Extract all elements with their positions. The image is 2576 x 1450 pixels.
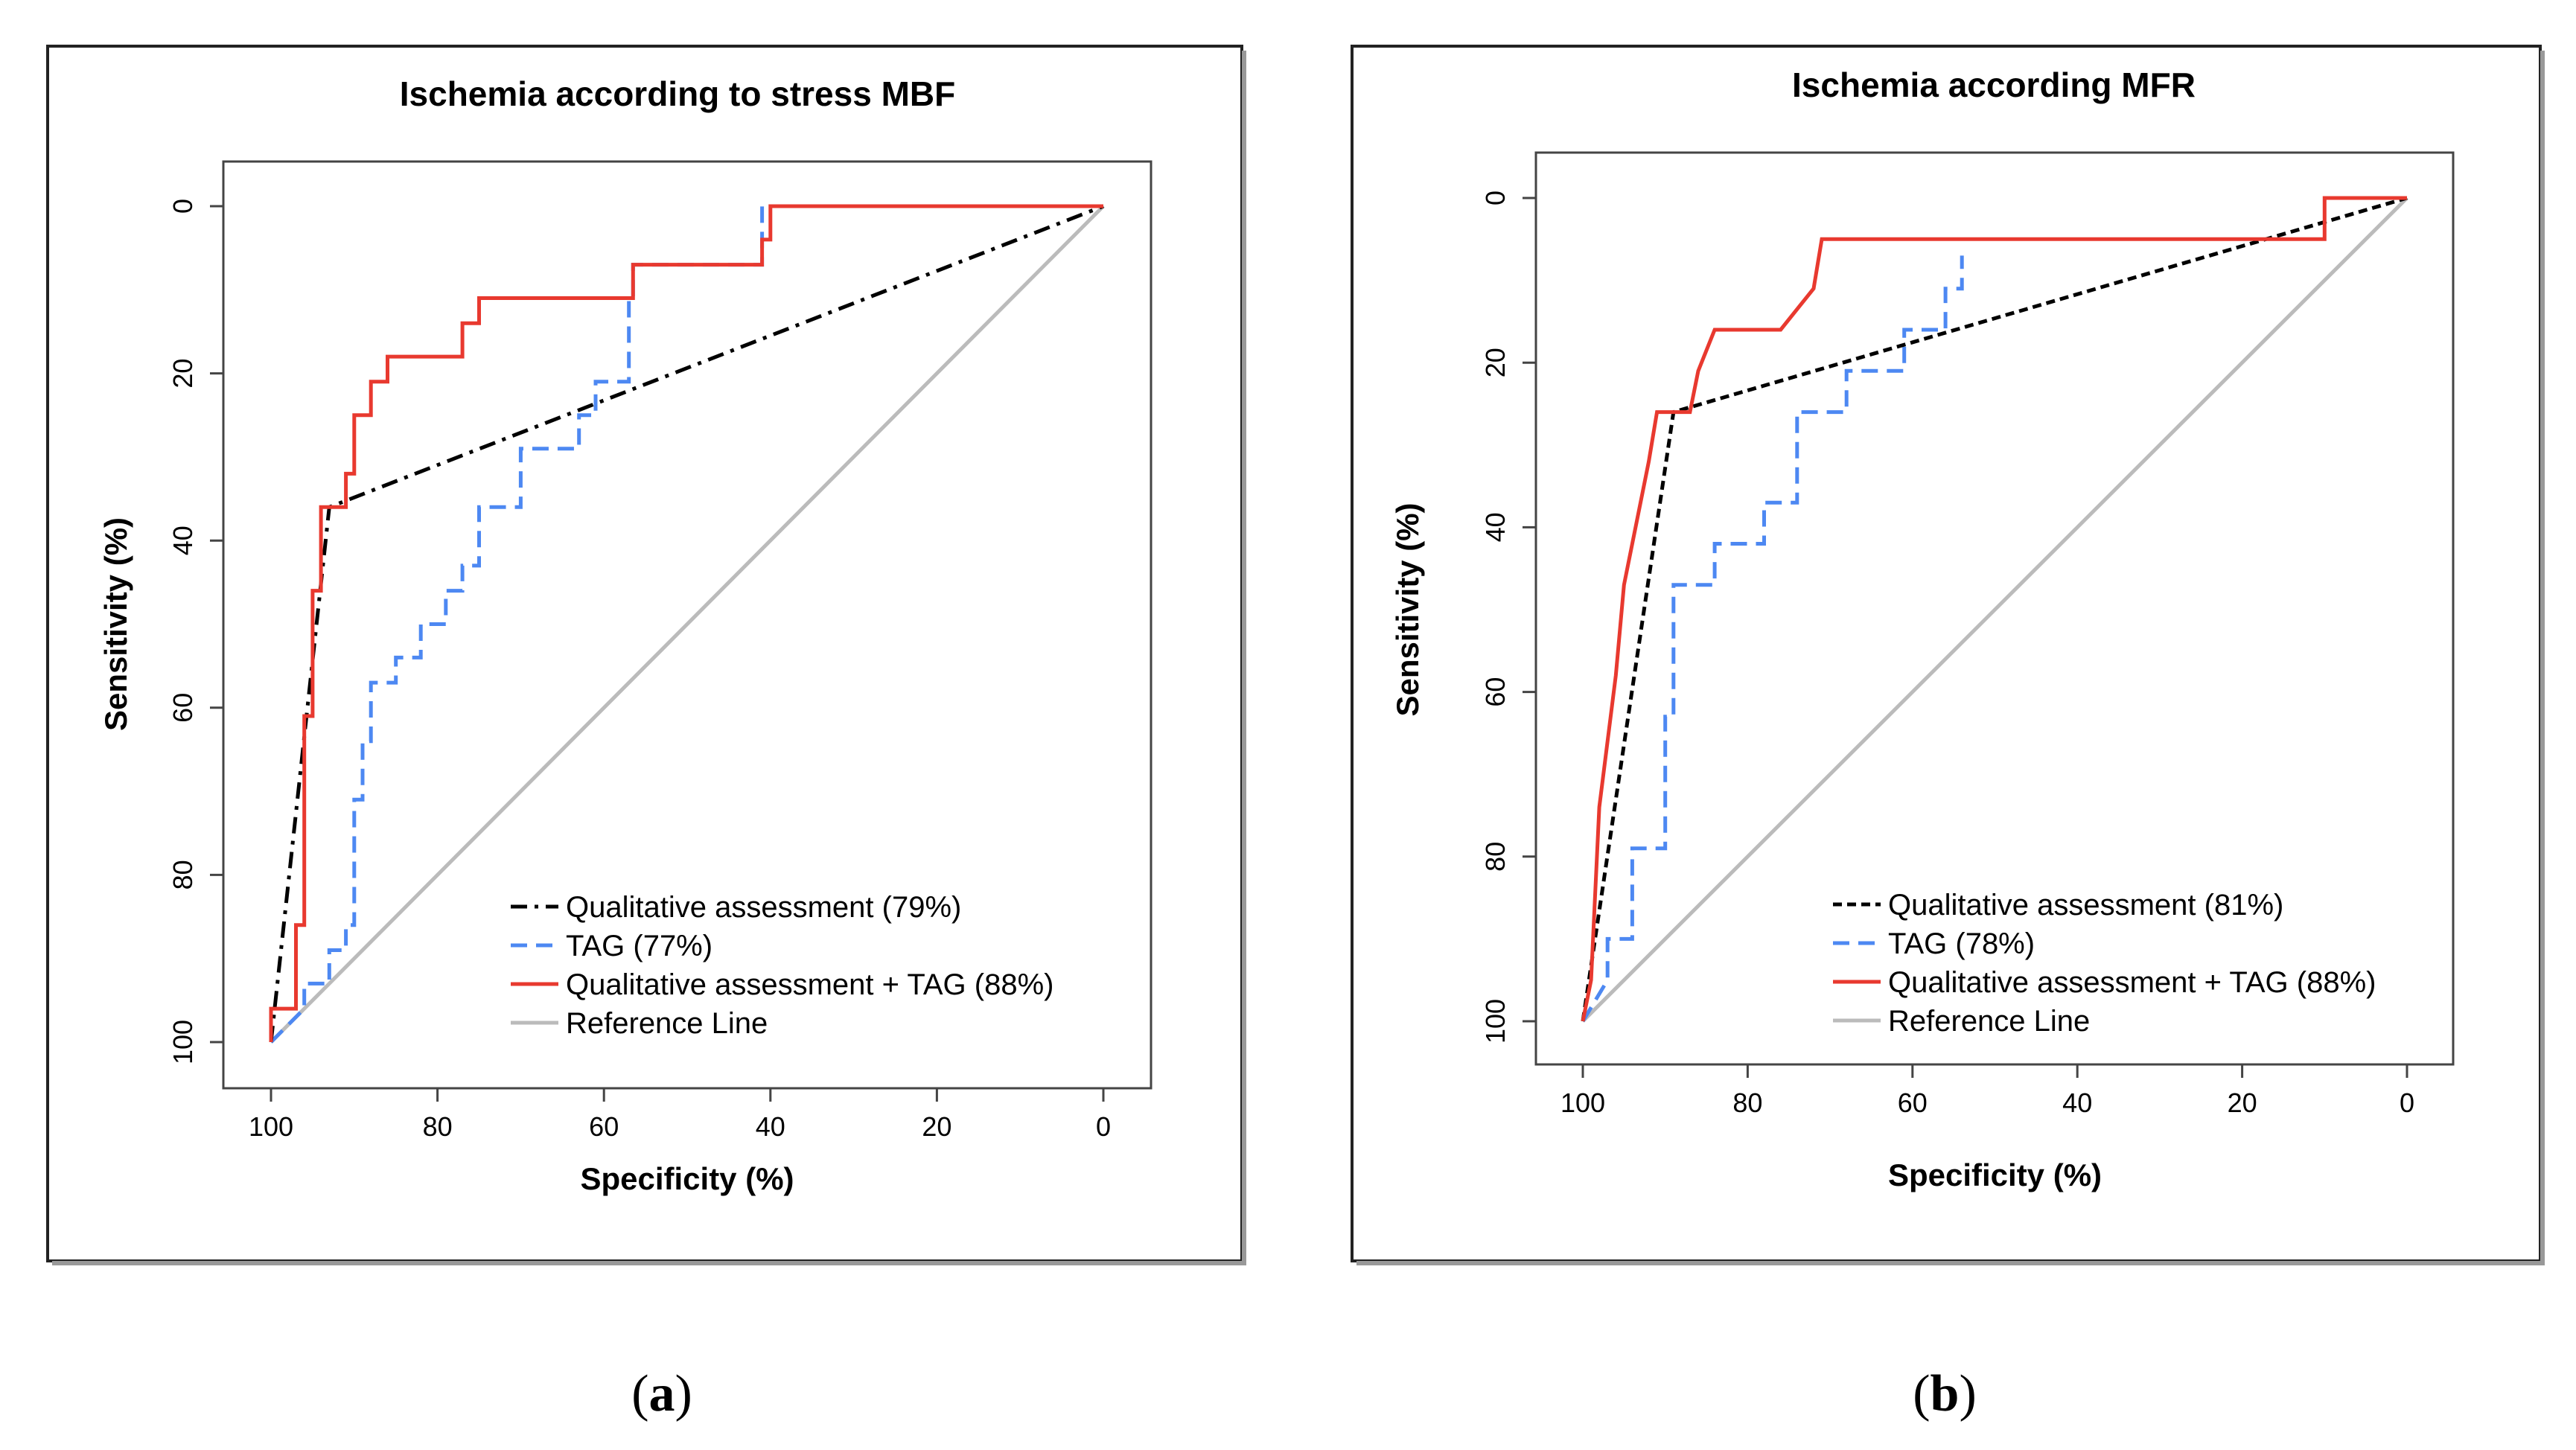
legend-label: Qualitative assessment (79%) (566, 891, 961, 924)
y-tick-label: 40 (1480, 512, 1511, 542)
series-line (1581, 196, 2407, 1022)
y-tick-label: 0 (168, 199, 198, 214)
panel-b-frame-shadow-side (2540, 51, 2545, 1265)
series-line (270, 205, 1105, 1044)
x-tick-label: 40 (756, 1111, 785, 1142)
legend-label: Qualitative assessment + TAG (88%) (566, 968, 1053, 1001)
x-tick-label: 80 (423, 1111, 453, 1142)
panel-a-frame (46, 45, 1243, 1262)
y-tick-label: 0 (1480, 191, 1511, 205)
x-tick-label: 0 (1096, 1111, 1111, 1142)
x-tick-label: 0 (2400, 1088, 2414, 1118)
y-tick-label: 60 (168, 693, 198, 723)
y-tick-label: 20 (168, 359, 198, 389)
x-axis-label: Specificity (%) (580, 1161, 794, 1196)
y-tick-label: 60 (1480, 677, 1511, 707)
x-tick-label: 60 (589, 1111, 619, 1142)
caption-b-letter: b (1931, 1365, 1960, 1422)
legend-label: Reference Line (566, 1007, 768, 1040)
legend-label: Qualitative assessment (81%) (1888, 889, 2283, 922)
chart-title: Ischemia according MFR (1792, 66, 2196, 104)
legend-label: Qualitative assessment + TAG (88%) (1888, 966, 2376, 999)
y-tick-label: 20 (1480, 348, 1511, 377)
x-tick-label: 60 (1898, 1088, 1928, 1118)
caption-b: (b) (1913, 1365, 1977, 1422)
x-tick-label: 20 (922, 1111, 951, 1142)
legend-label: TAG (77%) (566, 930, 712, 962)
panel-b-frame (1351, 45, 2542, 1262)
x-axis-label: Specificity (%) (1888, 1157, 2102, 1192)
legend-label: Reference Line (1888, 1005, 2090, 1038)
series-line (1581, 255, 1964, 1023)
x-tick-label: 40 (2062, 1088, 2092, 1118)
chart-b: Ischemia according MFR 100 80 60 40 20 0 0 20 40 6… (1390, 66, 2455, 1192)
y-axis-label: Sensitivity (%) (1390, 502, 1425, 716)
x-tick-label: 20 (2228, 1088, 2257, 1118)
y-tick-label: 80 (1480, 842, 1511, 872)
y-tick-label: 80 (168, 860, 198, 890)
panel-b-frame-shadow (1356, 1261, 2543, 1265)
series-line (269, 204, 1103, 1042)
x-tick-label: 80 (1732, 1088, 1762, 1118)
plot-area (222, 160, 1152, 1090)
y-tick-label: 100 (168, 1020, 198, 1064)
y-tick-label: 100 (1480, 999, 1511, 1044)
y-tick-label: 40 (168, 526, 198, 555)
legend-label: TAG (78%) (1888, 927, 2035, 960)
x-tick-label: 100 (249, 1111, 293, 1142)
x-tick-label: 100 (1560, 1088, 1605, 1118)
panel-a-frame-shadow-side (1242, 51, 1246, 1265)
series-line (1581, 197, 2408, 1023)
chart-title: Ischemia according to stress MBF (400, 74, 955, 113)
panel-a-frame-shadow (52, 1261, 1245, 1265)
caption-a: (a) (631, 1365, 692, 1422)
caption-a-letter: a (649, 1365, 675, 1422)
series-line (270, 204, 1103, 1044)
chart-a: Ischemia according to stress MBF 100 80 60 4… (98, 74, 1152, 1196)
plot-area (1534, 151, 2455, 1066)
y-axis-label: Sensitivity (%) (98, 517, 133, 731)
